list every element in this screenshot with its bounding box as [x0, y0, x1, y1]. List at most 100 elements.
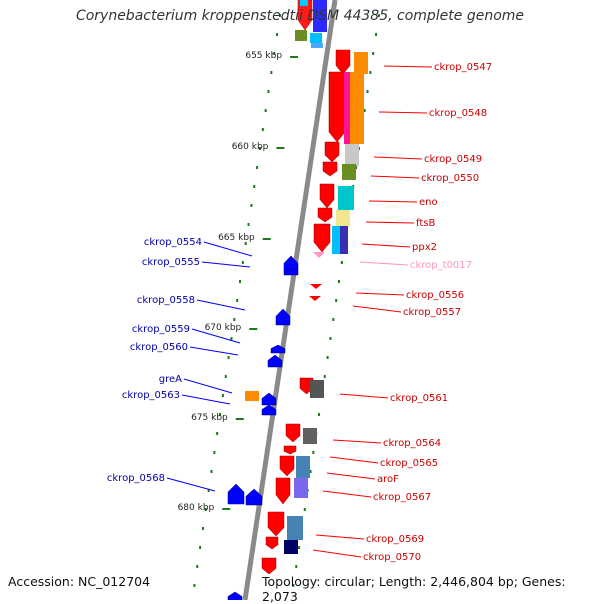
- tick-mark: [369, 71, 372, 74]
- accession-text: Accession: NC_012704: [8, 574, 151, 589]
- forward-gene-arrow: [261, 404, 277, 416]
- gene-label-leader: [355, 292, 405, 296]
- gene-label: ppx2: [412, 242, 437, 253]
- reverse-gene-arrow: [279, 455, 295, 477]
- tick-mark: [363, 109, 366, 112]
- tick-mark: [233, 318, 236, 321]
- reverse-gene-arrow: [267, 511, 285, 537]
- tick-mark: [230, 337, 233, 340]
- tick-mark: [201, 527, 204, 530]
- scale-label: 675 kbp: [191, 413, 228, 423]
- tick-mark: [258, 147, 261, 150]
- tick-mark: [377, 14, 380, 17]
- gene-label-leader: [332, 439, 382, 444]
- gene-label-leader: [189, 346, 239, 356]
- gene-color-block: [295, 30, 307, 41]
- tick-mark: [338, 280, 340, 283]
- reverse-gene-arrow: [309, 296, 321, 301]
- tick-mark: [256, 166, 259, 169]
- cog-color-block: [311, 43, 323, 48]
- gene-label-leader: [203, 241, 253, 257]
- gene-label: ckrop_0548: [429, 108, 487, 119]
- tick-mark: [210, 470, 213, 473]
- reverse-gene-arrow: [317, 207, 333, 223]
- gene-label-leader: [365, 221, 415, 224]
- forward-gene-arrow: [275, 308, 291, 326]
- cog-color-block: [287, 516, 303, 540]
- tick-mark: [375, 33, 378, 36]
- gene-label: ckrop_0550: [421, 173, 479, 184]
- tick-mark: [253, 185, 256, 188]
- gene-label: ckrop_0555: [142, 257, 200, 268]
- cog-color-block: [310, 380, 324, 398]
- cog-color-block: [303, 428, 317, 444]
- gene-label: ckrop_0559: [132, 324, 190, 335]
- cog-color-block: [342, 164, 356, 180]
- tick-mark: [204, 508, 207, 511]
- scale-label: 670 kbp: [205, 323, 242, 333]
- tick-mark: [224, 375, 227, 378]
- tick-mark: [239, 280, 241, 283]
- tick-mark: [372, 52, 375, 55]
- gene-label-leader: [322, 490, 372, 498]
- tick-mark: [309, 470, 312, 473]
- reverse-gene-arrow: [265, 536, 279, 550]
- scale-label: 680 kbp: [178, 503, 215, 513]
- cog-color-block: [350, 72, 364, 144]
- gene-label: ckrop_0547: [434, 62, 492, 73]
- trna-arrow: [313, 252, 325, 258]
- gene-label: ckrop_t0017: [410, 260, 472, 271]
- tick-mark: [241, 261, 244, 264]
- gene-color-block: [300, 0, 308, 6]
- cog-color-block: [340, 226, 348, 254]
- gene-label: ckrop_0558: [137, 295, 195, 306]
- tick-mark: [216, 432, 219, 435]
- tick-mark: [213, 451, 216, 454]
- gene-label: ckrop_0569: [366, 534, 424, 545]
- tick-mark: [236, 299, 239, 302]
- tick-mark: [273, 52, 276, 55]
- tick-mark: [278, 14, 281, 17]
- gene-color-block: [310, 33, 322, 43]
- genome-title: Corynebacterium kroppenstedtii DSM 44385…: [75, 8, 525, 24]
- inner-tick-track: [193, 14, 281, 587]
- gene-label-leader: [352, 305, 402, 313]
- reverse-gene-arrow: [335, 49, 351, 75]
- gene-label-leader: [201, 261, 251, 268]
- cog-color-block: [245, 391, 259, 401]
- reverse-gene-arrow: [261, 557, 277, 575]
- gene-label: aroF: [377, 474, 399, 485]
- gene-label: greA: [159, 374, 182, 385]
- tick-mark: [261, 128, 264, 131]
- gene-color-block: [313, 0, 327, 32]
- gene-label-leader: [378, 111, 428, 114]
- gene-arrow-partial: [297, 0, 313, 31]
- tick-mark: [329, 337, 332, 340]
- cog-color-block: [332, 226, 340, 254]
- reverse-gene-arrow: [324, 141, 340, 163]
- gene-label: ckrop_0565: [380, 458, 438, 469]
- forward-gene-arrow: [227, 483, 245, 505]
- scale-label: 660 kbp: [232, 142, 269, 152]
- tick-mark: [312, 451, 315, 454]
- reverse-gene-arrow: [283, 445, 297, 455]
- tick-mark: [335, 299, 338, 302]
- gene-label-leader: [191, 328, 241, 344]
- gene-label: ckrop_0561: [390, 393, 448, 404]
- gene-label: ckrop_0557: [403, 307, 461, 318]
- tick-mark: [199, 546, 202, 549]
- gene-label-leader: [326, 472, 376, 480]
- gene-label: eno: [419, 197, 438, 208]
- gene-label: ftsB: [416, 218, 435, 229]
- tick-mark: [247, 223, 250, 226]
- tick-mark: [221, 394, 224, 397]
- tick-mark: [267, 90, 270, 93]
- tick-mark: [323, 375, 326, 378]
- gene-label: ckrop_0567: [373, 492, 431, 503]
- cog-color-block: [296, 456, 310, 478]
- reverse-gene-arrow: [328, 71, 346, 143]
- gene-label-leader: [370, 175, 420, 179]
- forward-gene-arrow: [267, 354, 283, 368]
- tick-mark: [196, 565, 199, 568]
